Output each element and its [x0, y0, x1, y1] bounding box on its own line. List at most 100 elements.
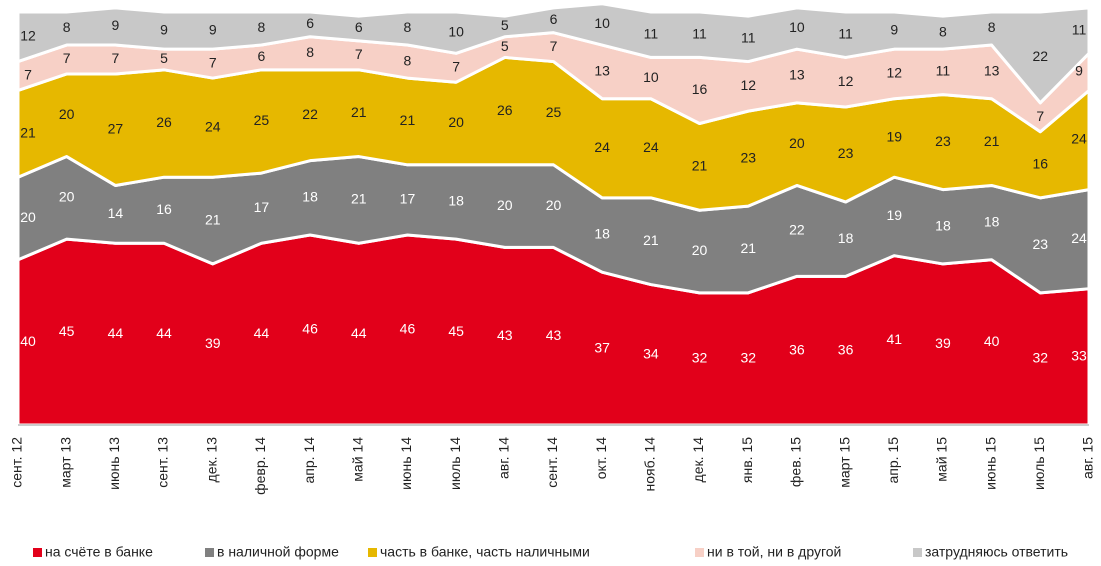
data-label: 9 — [160, 21, 168, 37]
data-label: 44 — [254, 325, 270, 341]
data-label: 7 — [1036, 108, 1044, 124]
data-label: 33 — [1071, 348, 1087, 364]
data-label: 24 — [643, 139, 659, 155]
data-label: 6 — [306, 15, 314, 31]
data-label: 20 — [448, 114, 464, 130]
data-label: 43 — [497, 327, 513, 343]
x-tick-label: июнь 14 — [398, 437, 414, 490]
data-label: 6 — [355, 19, 363, 35]
data-label: 26 — [497, 102, 513, 118]
data-label: 9 — [209, 21, 217, 37]
data-label: 9 — [890, 21, 898, 37]
x-tick-label: сент. 12 — [9, 437, 25, 488]
data-label: 20 — [497, 197, 513, 213]
data-label: 11 — [838, 25, 853, 41]
data-label: 21 — [400, 112, 416, 128]
data-label: 41 — [886, 331, 902, 347]
data-label: 11 — [692, 25, 707, 41]
legend-swatch — [913, 548, 922, 557]
data-label: 16 — [156, 201, 172, 217]
data-label: 18 — [594, 226, 610, 242]
data-label: 5 — [501, 17, 509, 33]
x-tick-label: авг. 14 — [496, 437, 512, 479]
data-label: 44 — [156, 325, 172, 341]
data-label: 7 — [209, 54, 217, 70]
data-label: 8 — [988, 19, 996, 35]
data-label: 21 — [740, 240, 756, 256]
data-label: 6 — [258, 48, 266, 64]
area — [16, 2, 1091, 105]
data-label: 7 — [111, 50, 119, 66]
data-label: 24 — [594, 139, 610, 155]
data-label: 18 — [448, 193, 464, 209]
x-tick-label: нояб. 14 — [642, 437, 658, 492]
data-label: 37 — [594, 339, 610, 355]
data-label: 8 — [404, 19, 412, 35]
data-label: 21 — [643, 232, 659, 248]
x-tick-label: авг. 15 — [1080, 437, 1096, 479]
x-tick-label: фев. 15 — [788, 437, 804, 487]
x-tick-label: дек. 14 — [690, 437, 706, 483]
legend-label: ни в той, ни в другой — [707, 544, 841, 560]
data-label: 45 — [59, 323, 75, 339]
x-tick-label: февр. 14 — [252, 437, 268, 495]
data-label: 20 — [692, 242, 708, 258]
data-label: 20 — [546, 197, 562, 213]
data-label: 32 — [1033, 350, 1049, 366]
data-label: 21 — [984, 133, 1000, 149]
data-label: 11 — [1072, 21, 1087, 37]
data-label: 20 — [789, 135, 805, 151]
data-label: 27 — [108, 120, 124, 136]
data-label: 43 — [546, 327, 562, 343]
data-label: 19 — [886, 207, 902, 223]
data-label: 25 — [254, 112, 270, 128]
data-label: 22 — [789, 222, 805, 238]
data-label: 34 — [643, 345, 659, 361]
legend-swatch — [205, 548, 214, 557]
data-label: 12 — [20, 27, 36, 43]
data-label: 24 — [205, 118, 221, 134]
data-label: 10 — [448, 23, 464, 39]
data-label: 44 — [351, 325, 367, 341]
data-label: 23 — [740, 149, 756, 165]
data-label: 14 — [108, 205, 124, 221]
data-label: 20 — [59, 189, 75, 205]
legend-label: в наличной форме — [217, 544, 339, 560]
data-label: 19 — [886, 129, 902, 145]
legend-swatch — [695, 548, 704, 557]
data-label: 22 — [1033, 48, 1049, 64]
data-label: 10 — [594, 15, 610, 31]
data-label: 10 — [643, 69, 659, 85]
data-label: 7 — [452, 58, 460, 74]
legend-label: на счёте в банке — [45, 544, 153, 560]
data-label: 32 — [740, 350, 756, 366]
data-label: 7 — [24, 67, 32, 83]
data-label: 13 — [984, 63, 1000, 79]
data-label: 17 — [400, 191, 416, 207]
data-label: 39 — [205, 335, 221, 351]
data-label: 21 — [20, 125, 36, 141]
data-label: 40 — [20, 333, 36, 349]
x-tick-label: апр. 14 — [301, 437, 317, 484]
data-label: 39 — [935, 335, 951, 351]
x-tick-label: июнь 13 — [106, 437, 122, 490]
data-label: 36 — [838, 341, 854, 357]
data-label: 7 — [355, 46, 363, 62]
data-label: 46 — [302, 321, 318, 337]
legend-swatch — [368, 548, 377, 557]
data-label: 21 — [205, 211, 221, 227]
data-label: 26 — [156, 114, 172, 130]
x-tick-label: июль 15 — [1031, 437, 1047, 490]
data-label: 11 — [644, 25, 659, 41]
data-label: 16 — [692, 81, 708, 97]
data-label: 21 — [351, 104, 367, 120]
data-label: 7 — [550, 38, 558, 54]
data-label: 8 — [306, 44, 314, 60]
data-label: 36 — [789, 341, 805, 357]
data-label: 5 — [160, 50, 168, 66]
x-tick-label: дек. 13 — [203, 437, 219, 483]
data-label: 13 — [594, 63, 610, 79]
data-label: 17 — [254, 199, 270, 215]
x-tick-label: май 15 — [934, 437, 950, 482]
